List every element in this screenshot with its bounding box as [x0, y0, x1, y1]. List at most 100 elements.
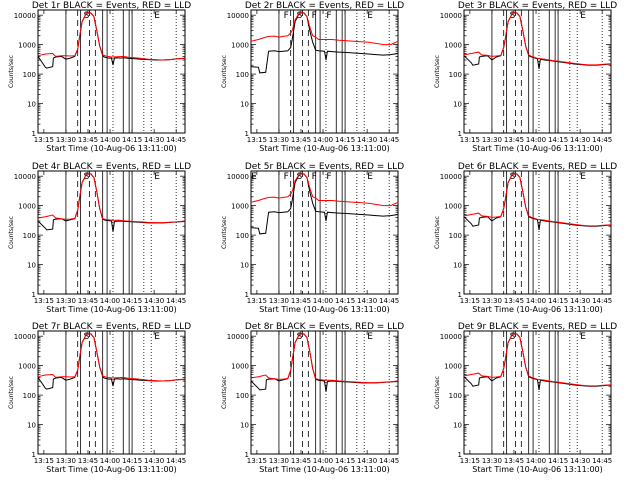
panel-title: Det 9r BLACK = Events, RED = LLD: [458, 322, 617, 332]
plot-frame: [250, 9, 399, 134]
y-tick-label: 1000: [444, 203, 462, 211]
flag-letter: E: [367, 11, 373, 21]
events-line: [463, 12, 612, 69]
y-tick-label: 1000: [444, 363, 462, 371]
plot-frame: [463, 330, 612, 455]
x-tick-label: 14:30: [357, 457, 377, 465]
x-tick-label: 14:15: [335, 297, 355, 305]
detector-panel-7: Det 7r BLACK = Events, RED = LLD Counts/s…: [8, 322, 191, 474]
y-tick-label: 100: [449, 392, 462, 400]
plot-frame: [250, 330, 399, 455]
flag-letter: E: [154, 172, 160, 182]
x-tick-label: 14:45: [166, 457, 186, 465]
x-tick-label: 14:30: [570, 136, 590, 144]
x-tick-label: 13:30: [56, 136, 76, 144]
x-tick-label: 13:30: [269, 457, 289, 465]
x-tick-label: 13:30: [482, 136, 502, 144]
y-tick-label: 100: [236, 71, 249, 79]
x-axis: 13:15 13:30 13:45 14:00 14:15 14:30 14:45: [34, 331, 186, 465]
y-tick-label: 1: [458, 451, 462, 459]
x-tick-label: 13:15: [460, 457, 480, 465]
flag-letter: F: [326, 172, 331, 182]
y-tick-label: 1: [32, 451, 36, 459]
x-tick-label: 13:15: [34, 297, 54, 305]
y-tick-label: 10000: [227, 333, 249, 341]
flag-letter: S: [297, 332, 303, 342]
events-line: [37, 12, 186, 69]
lld-line: [463, 333, 612, 387]
y-tick-label: 1000: [18, 42, 36, 50]
y-axis: 1 10 100 1000 10000: [440, 333, 611, 459]
y-axis-label: Counts/sec: [434, 376, 441, 409]
x-tick-label: 14:15: [335, 136, 355, 144]
y-tick-label: 10: [453, 422, 462, 430]
x-tick-label: 14:15: [335, 457, 355, 465]
flag-letter: E: [580, 332, 586, 342]
x-tick-label: 13:45: [504, 457, 524, 465]
y-tick-label: 1: [245, 130, 249, 138]
x-tick-label: 13:15: [460, 297, 480, 305]
y-tick-label: 10000: [14, 333, 36, 341]
x-tick-label: 13:15: [34, 457, 54, 465]
x-tick-label: 14:15: [122, 136, 142, 144]
flag-letter: S: [510, 172, 516, 182]
detector-panel-6: Det 6r BLACK = Events, RED = LLD Counts/s…: [434, 162, 617, 314]
lld-line: [37, 173, 186, 224]
y-tick-label: 100: [449, 232, 462, 240]
y-tick-label: 1000: [18, 363, 36, 371]
x-tick-label: 13:30: [269, 136, 289, 144]
x-tick-label: 13:45: [291, 457, 311, 465]
y-tick-label: 100: [449, 71, 462, 79]
flag-letter: E: [154, 332, 160, 342]
y-axis-label: Counts/sec: [221, 216, 228, 249]
flag-letter: S: [297, 172, 303, 182]
x-tick-label: 14:45: [592, 457, 612, 465]
y-axis-label: Counts/sec: [221, 376, 228, 409]
flag-letter: F: [326, 11, 331, 21]
x-axis: 13:15 13:30 13:45 14:00 14:15 14:30 14:45: [460, 171, 612, 305]
lld-line: [37, 12, 186, 61]
x-tick-label: 14:15: [548, 457, 568, 465]
x-tick-label: 14:30: [357, 297, 377, 305]
x-tick-label: 14:00: [100, 457, 120, 465]
y-tick-label: 100: [23, 71, 36, 79]
events-line: [250, 12, 399, 74]
x-axis: 13:15 13:30 13:45 14:00 14:15 14:30 14:45: [247, 331, 399, 465]
y-tick-label: 100: [236, 232, 249, 240]
lld-line: [463, 173, 612, 227]
event-markers: [65, 171, 177, 294]
event-markers: [491, 171, 603, 294]
events-line: [463, 173, 612, 230]
flag-letter: S: [297, 11, 303, 21]
panel-title: Det 5r BLACK = Events, RED = LLD: [245, 162, 404, 172]
y-axis: 1 10 100 1000 10000: [14, 333, 185, 459]
lld-line: [250, 12, 399, 46]
y-tick-label: 10: [453, 262, 462, 270]
x-tick-label: 13:30: [56, 457, 76, 465]
x-tick-label: 14:45: [379, 457, 399, 465]
flag-letter: E: [154, 11, 160, 21]
y-tick-label: 100: [236, 392, 249, 400]
event-markers: [278, 331, 390, 454]
plot-frame: [250, 170, 399, 295]
plot-frame: [37, 9, 186, 134]
x-tick-label: 14:00: [313, 457, 333, 465]
x-tick-label: 13:15: [247, 136, 267, 144]
x-axis: 13:15 13:30 13:45 14:00 14:15 14:30 14:45: [34, 10, 186, 144]
y-axis-label: Counts/sec: [8, 376, 15, 409]
detector-panel-5: Det 5r BLACK = Events, RED = LLD Counts/s…: [221, 162, 404, 314]
panel-title: Det 2r BLACK = Events, RED = LLD: [245, 1, 404, 11]
y-axis-label: Counts/sec: [434, 216, 441, 249]
event-markers: [278, 171, 390, 294]
x-axis-label: Start Time (10-Aug-06 13:11:00): [259, 305, 390, 314]
x-axis: 13:15 13:30 13:45 14:00 14:15 14:30 14:45: [460, 10, 612, 144]
event-markers: [491, 331, 603, 454]
x-tick-label: 14:00: [100, 136, 120, 144]
y-tick-label: 100: [23, 232, 36, 240]
x-axis-label: Start Time (10-Aug-06 13:11:00): [472, 144, 603, 153]
x-tick-label: 14:30: [570, 297, 590, 305]
panel-title: Det 6r BLACK = Events, RED = LLD: [458, 162, 617, 172]
lld-line: [463, 12, 612, 66]
x-tick-label: 14:00: [313, 136, 333, 144]
